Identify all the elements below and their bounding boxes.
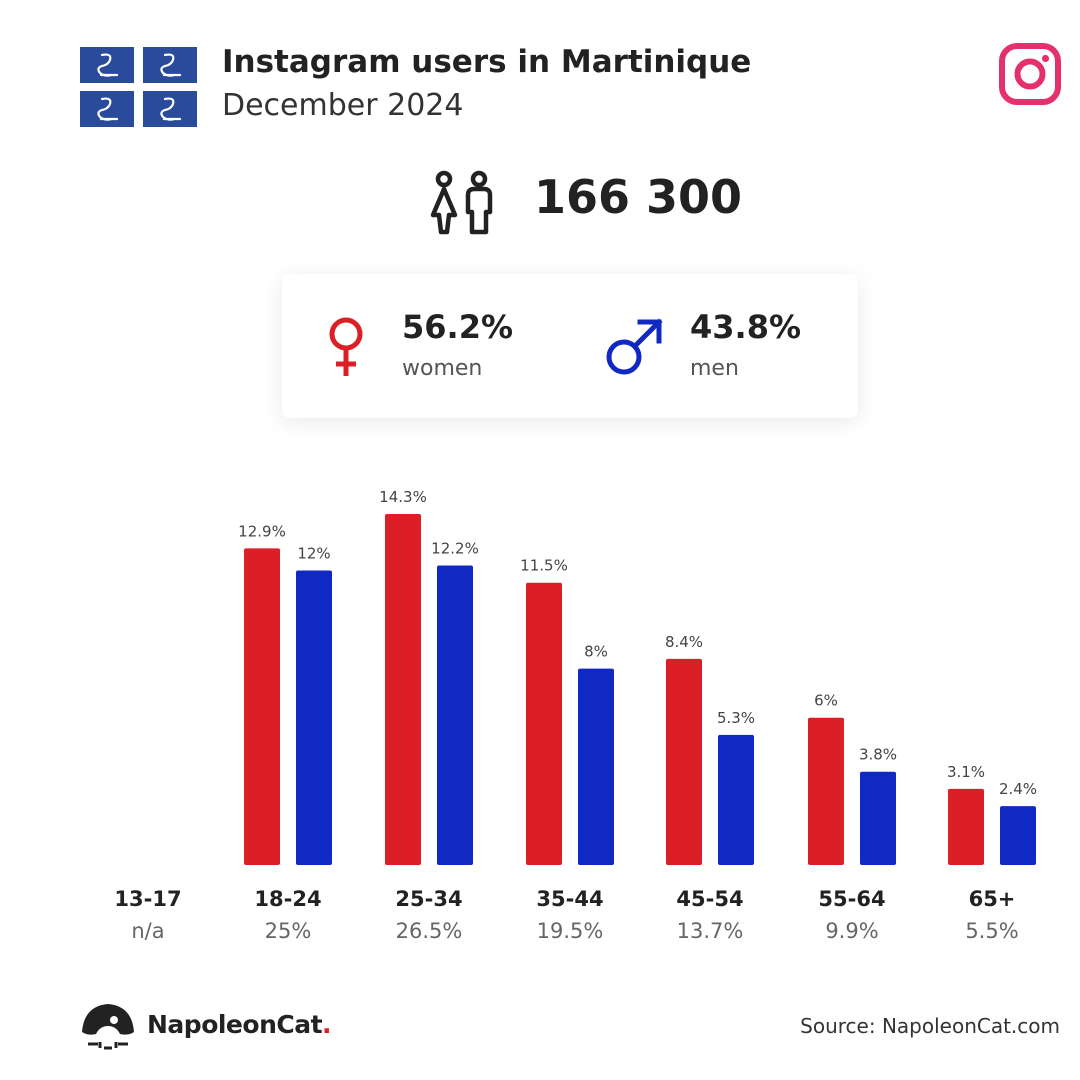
instagram-icon <box>999 43 1061 105</box>
category-total: 25% <box>265 919 312 943</box>
men-label: men <box>690 356 739 381</box>
category-total: 19.5% <box>537 919 604 943</box>
brand-text: NapoleonCat <box>147 1010 323 1039</box>
men-percentage: 43.8% <box>690 308 802 346</box>
people-icon <box>430 170 493 235</box>
data-label-men: 3.8% <box>859 746 897 764</box>
category-label: 45-54 <box>676 887 743 911</box>
page-subtitle: December 2024 <box>222 88 464 123</box>
data-label-men: 8% <box>584 643 608 661</box>
bar-men <box>296 570 332 865</box>
bar-women <box>948 788 984 865</box>
data-label-women: 8.4% <box>665 633 703 651</box>
category-label: 35-44 <box>536 887 603 911</box>
bar-women <box>244 548 280 865</box>
category-label: 25-34 <box>395 887 462 911</box>
category-total: 5.5% <box>965 919 1018 943</box>
data-label-women: 12.9% <box>238 522 286 540</box>
bar-women <box>526 582 562 865</box>
martinique-flag-icon <box>80 47 197 127</box>
category-label: 65+ <box>969 887 1016 911</box>
data-label-men: 2.4% <box>999 780 1037 798</box>
category-label: 13-17 <box>114 887 181 911</box>
category-label: 55-64 <box>818 887 885 911</box>
women-percentage: 56.2% <box>402 308 514 346</box>
data-label-men: 5.3% <box>717 709 755 727</box>
women-label: women <box>402 356 483 381</box>
page-title: Instagram users in Martinique <box>222 44 752 80</box>
gender-split-card: 56.2% women 43.8% men <box>282 274 858 418</box>
category-total: 13.7% <box>677 919 744 943</box>
bar-men <box>718 734 754 865</box>
data-label-women: 6% <box>814 692 838 710</box>
category-total: n/a <box>131 919 164 943</box>
category-total: 26.5% <box>396 919 463 943</box>
category-total: 9.9% <box>825 919 878 943</box>
bar-women <box>808 717 844 865</box>
bar-men <box>437 565 473 865</box>
data-label-men: 12.2% <box>431 540 479 558</box>
napoleoncat-logo-icon <box>82 1004 134 1050</box>
male-icon <box>606 318 663 375</box>
bar-women <box>666 658 702 865</box>
brand-dot: . <box>322 1010 332 1039</box>
data-label-women: 14.3% <box>379 488 427 506</box>
data-label-women: 3.1% <box>947 763 985 781</box>
age-gender-bar-chart: 13-17 n/a 12.9% 12% 18-24 25% 14.3% 12.2% 25-34 2… <box>114 488 1037 943</box>
bar-men <box>860 771 896 865</box>
data-label-women: 11.5% <box>520 557 568 575</box>
brand-name: NapoleonCat. <box>147 1010 332 1039</box>
bar-women <box>385 514 421 865</box>
source-text: Source: NapoleonCat.com <box>800 1014 1060 1038</box>
female-icon <box>329 317 363 376</box>
total-users-value: 166 300 <box>534 170 743 224</box>
data-label-men: 12% <box>297 544 330 562</box>
category-label: 18-24 <box>254 887 321 911</box>
bar-men <box>578 668 614 865</box>
bar-men <box>1000 806 1036 865</box>
